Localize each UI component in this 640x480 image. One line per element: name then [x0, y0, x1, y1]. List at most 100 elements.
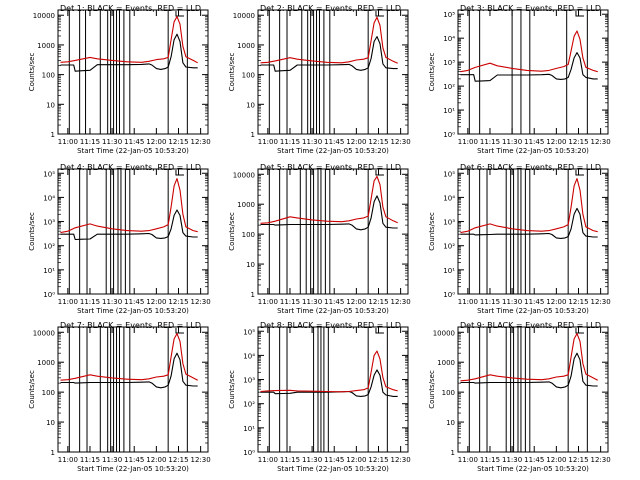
events-series-line	[460, 207, 598, 239]
chart-panel-det-4: Det 4: BLACK = Events, RED = LLD 10⁰ 10¹ 10…	[28, 163, 211, 315]
plot-frame	[57, 9, 209, 135]
y-tick-label: 1000	[37, 42, 55, 50]
y-tick-label: 10	[46, 101, 55, 109]
x-tick-label: 12:15	[168, 298, 188, 306]
x-tick-label: 11:30	[502, 138, 522, 146]
y-tick-label: 10²	[43, 243, 55, 251]
x-tick-label: 11:30	[302, 298, 322, 306]
x-tick-label: 12:00	[146, 456, 166, 464]
x-axis-label: Start Time (22-Jan-05 10:53:20)	[277, 147, 389, 155]
chart-panel-det-8: Det 8: BLACK = Events, RED = LLD 10⁰ 10¹ 10…	[228, 321, 411, 473]
x-axis-label: Start Time (22-Jan-05 10:53:20)	[77, 307, 189, 315]
x-tick-label: 11:30	[102, 298, 122, 306]
panel-title: Det 3: BLACK = Events, RED = LLD	[460, 4, 601, 13]
x-tick-label: 11:00	[458, 456, 478, 464]
y-tick-label: 10³	[443, 59, 455, 67]
x-tick-label: 11:30	[302, 456, 322, 464]
x-tick-label: 12:15	[568, 138, 588, 146]
y-tick-label: 100	[42, 389, 55, 397]
y-tick-label: 10	[446, 419, 455, 427]
plot-frame	[457, 168, 609, 295]
y-axis-label: Counts/sec	[428, 212, 436, 251]
panel-title: Det 7: BLACK = Events, RED = LLD	[60, 321, 201, 330]
y-tick-label: 10⁵	[243, 328, 255, 336]
y-axis-label: Counts/sec	[228, 370, 236, 409]
events-series-line	[60, 33, 198, 72]
x-tick-label: 11:00	[58, 456, 78, 464]
x-tick-label: 11:00	[458, 298, 478, 306]
x-tick-label: 11:30	[102, 138, 122, 146]
x-tick-label: 11:30	[502, 456, 522, 464]
state-marker	[575, 170, 584, 176]
events-series-line	[60, 352, 198, 389]
chart-panel-det-7: Det 7: BLACK = Events, RED = LLD 1 10 100 10…	[28, 321, 211, 473]
x-tick-label: 12:00	[546, 138, 566, 146]
x-tick-label: 11:15	[280, 456, 300, 464]
x-tick-label: 11:45	[524, 456, 544, 464]
x-tick-label: 11:00	[458, 138, 478, 146]
x-tick-label: 12:00	[546, 456, 566, 464]
x-tick-label: 12:00	[346, 298, 366, 306]
x-axis-label: Start Time (22-Jan-05 10:53:20)	[77, 147, 189, 155]
x-tick-label: 12:15	[368, 298, 388, 306]
y-tick-label: 10⁴	[243, 352, 255, 360]
x-tick-label: 11:45	[124, 138, 144, 146]
x-tick-label: 11:45	[524, 298, 544, 306]
y-axis-label: Counts/sec	[28, 53, 36, 92]
events-series-line	[260, 36, 398, 72]
lld-series-line	[260, 16, 398, 64]
y-tick-label: 1000	[237, 201, 255, 209]
x-tick-label: 11:00	[58, 298, 78, 306]
state-marker	[575, 328, 584, 334]
y-tick-label: 100	[442, 389, 455, 397]
y-tick-label: 10¹	[43, 267, 55, 275]
y-axis-label: Counts/sec	[28, 370, 36, 409]
y-tick-label: 10³	[443, 219, 455, 227]
x-tick-label: 12:30	[591, 456, 611, 464]
y-tick-label: 10⁰	[443, 131, 455, 139]
panel-title: Det 1: BLACK = Events, RED = LLD	[60, 4, 201, 13]
y-tick-label: 1	[51, 449, 55, 457]
x-tick-label: 12:00	[346, 138, 366, 146]
x-tick-label: 11:15	[80, 138, 100, 146]
x-tick-label: 11:15	[480, 138, 500, 146]
x-tick-label: 12:30	[391, 456, 411, 464]
y-tick-label: 10⁰	[443, 291, 455, 299]
x-tick-label: 11:45	[324, 138, 344, 146]
x-axis-label: Start Time (22-Jan-05 10:53:20)	[277, 307, 389, 315]
y-tick-label: 10³	[43, 219, 55, 227]
y-tick-label: 10²	[443, 243, 455, 251]
x-axis-label: Start Time (22-Jan-05 10:53:20)	[77, 465, 189, 473]
x-tick-label: 11:00	[258, 138, 278, 146]
y-axis-label: Counts/sec	[28, 212, 36, 251]
x-tick-label: 11:30	[502, 298, 522, 306]
x-tick-label: 11:00	[258, 298, 278, 306]
y-axis-label: Counts/sec	[228, 212, 236, 251]
x-tick-label: 11:45	[124, 456, 144, 464]
x-tick-label: 12:30	[391, 298, 411, 306]
x-tick-label: 11:15	[80, 456, 100, 464]
y-axis-label: Counts/sec	[428, 53, 436, 92]
x-tick-label: 11:45	[524, 138, 544, 146]
state-marker	[575, 11, 584, 17]
y-tick-label: 100	[42, 72, 55, 80]
lld-series-line	[60, 333, 198, 381]
y-tick-label: 10⁵	[443, 11, 455, 19]
chart-panel-det-3: Det 3: BLACK = Events, RED = LLD 10⁰ 10¹ 10…	[428, 4, 611, 155]
x-tick-label: 12:15	[368, 456, 388, 464]
y-tick-label: 10	[246, 101, 255, 109]
lld-series-line	[460, 30, 598, 73]
y-tick-label: 10¹	[443, 107, 455, 115]
x-tick-label: 11:30	[102, 456, 122, 464]
x-tick-label: 12:15	[368, 138, 388, 146]
plot-frame	[457, 326, 609, 453]
panel-title: Det 5: BLACK = Events, RED = LLD	[260, 163, 401, 172]
lld-series-line	[460, 178, 598, 234]
x-tick-label: 12:30	[591, 138, 611, 146]
state-marker	[175, 170, 184, 176]
state-marker	[175, 11, 184, 17]
y-axis-label: Counts/sec	[428, 370, 436, 409]
x-tick-label: 12:00	[546, 298, 566, 306]
y-tick-label: 1000	[437, 359, 455, 367]
